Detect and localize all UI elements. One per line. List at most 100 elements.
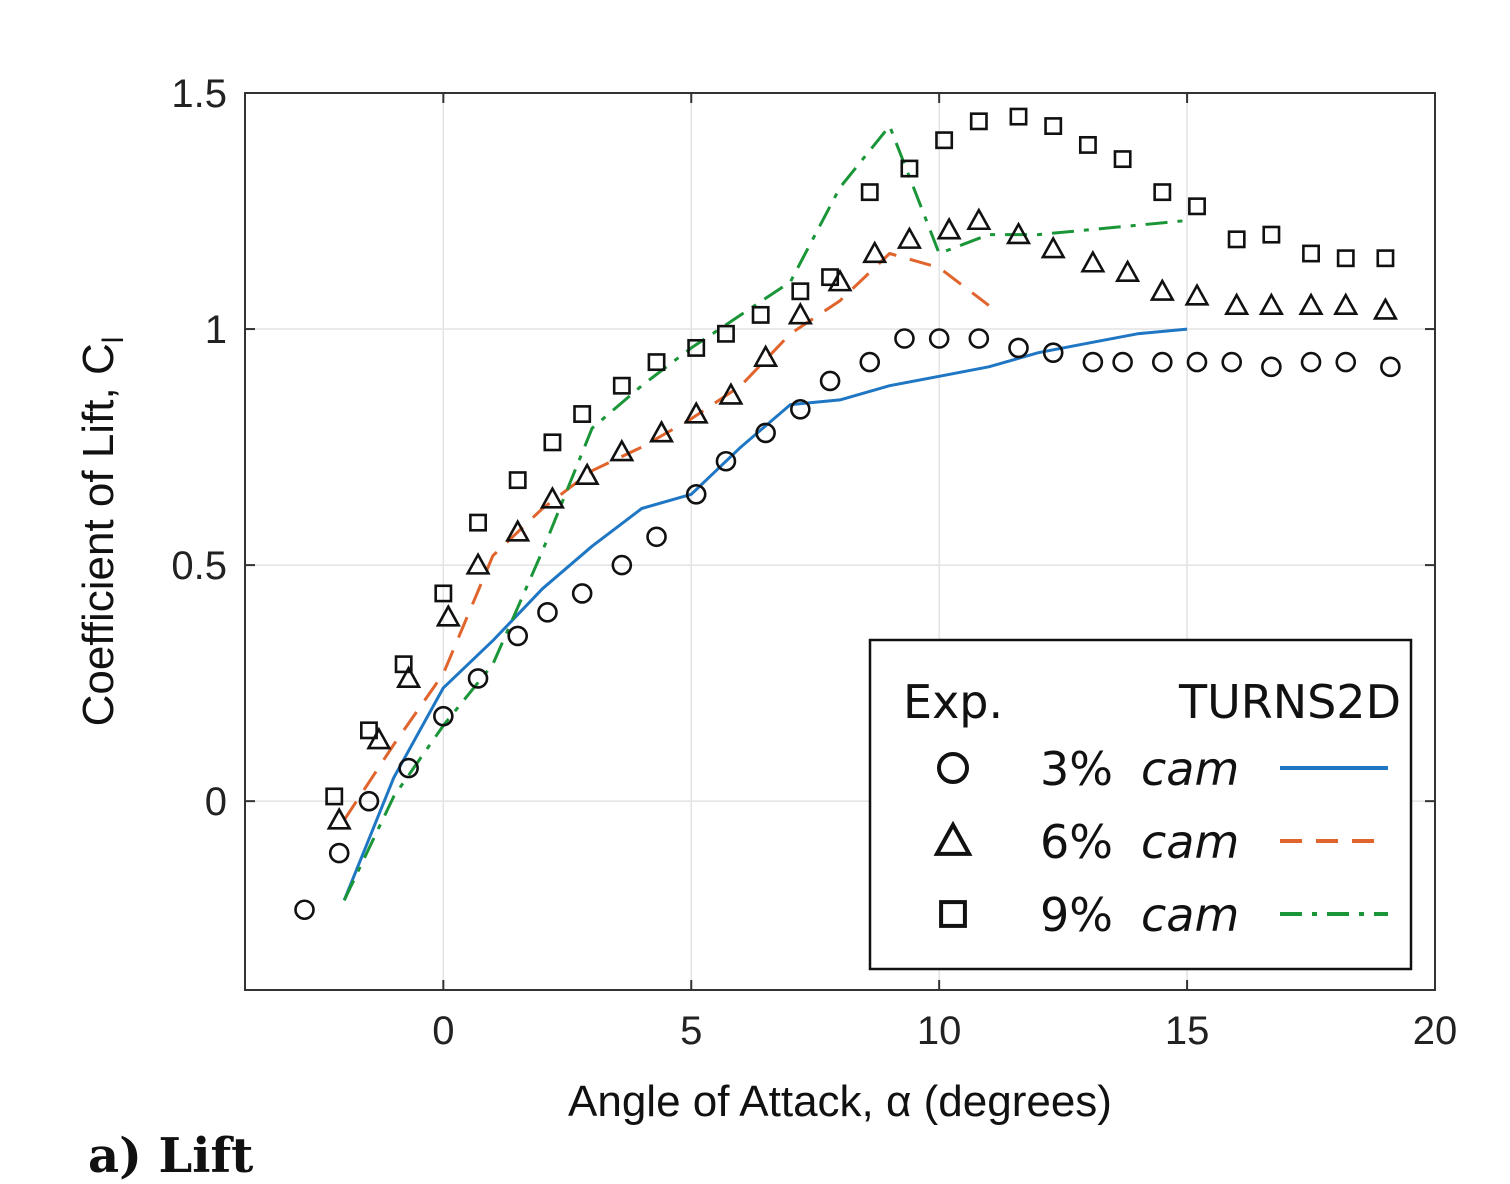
x-tick-label: 5 [680,1009,702,1053]
exp-point-square [573,405,592,423]
y-tick-label: 0 [205,780,227,824]
exp-point-triangle [1005,221,1032,245]
exp-point-square [647,353,666,372]
exp-point-square [1188,197,1206,216]
lift-chart: 0 5 10 15 20 0 0.5 1 1.5 Angle of Attack, α (deg… [74,72,1457,1126]
exp-point-triangle [465,552,491,575]
exp-point-triangle [609,438,635,462]
exp-point-square [1262,225,1281,244]
legend-entry-1: 3% cam [937,742,1388,796]
exp-point-square [1227,230,1246,249]
series-line-3 [342,124,1188,901]
exp-point-circle [328,842,350,864]
exp-point-circle [1082,351,1104,373]
exp-point-circle [894,328,915,349]
exp-point-circle [859,351,881,373]
exp-point-square [1336,249,1355,268]
legend-marker-circle [937,752,969,784]
exp-point-circle [398,757,419,779]
legend-exp-header: Exp. [903,675,1003,729]
exp-point-circle [685,483,707,505]
exp-point-circle [1151,351,1173,373]
exp-point-circle [537,602,558,623]
exp-point-circle [467,668,489,689]
exp-point-triangle [787,301,813,325]
exp-point-square [687,338,706,357]
exp-point-square [325,787,344,806]
exp-point-circle [715,450,737,472]
legend-label: 3% cam [1040,742,1239,796]
legend-entries: 3% cam 6% cam 9% cam [933,742,1388,942]
experimental-markers [294,107,1401,921]
exp-point-square [1044,117,1063,135]
exp-point-square [791,282,810,301]
y-tick-label: 1.5 [171,72,227,116]
axis-ticks: 0 5 10 15 20 0 0.5 1 1.5 [171,72,1457,1053]
exp-point-circle [1335,351,1357,373]
exp-point-square [751,305,770,324]
exp-point-triangle [1149,278,1175,301]
exp-point-triangle [1080,249,1106,273]
exp-point-triangle [966,207,992,231]
legend-label: 6% cam [1040,815,1239,869]
exp-point-square [1376,249,1395,268]
exp-point-triangle [574,462,600,485]
figure-caption: a) Lift [88,1128,254,1184]
x-tick-label: 20 [1413,1009,1458,1053]
exp-point-triangle [648,419,675,443]
exp-point-circle [611,554,633,576]
exp-point-triangle [896,226,922,249]
exp-point-triangle [326,807,352,830]
exp-point-circle [433,705,454,727]
exp-point-square [508,471,527,490]
exp-point-square [969,112,988,131]
exp-point-circle [819,370,841,392]
exp-point-triangle [1333,292,1359,316]
exp-point-circle [1112,351,1133,373]
exp-point-circle [1042,342,1064,363]
exp-point-circle [1186,351,1208,373]
legend-label-word: cam [1141,888,1239,942]
legend-sim-header: TURNS2D [1178,675,1401,729]
exp-point-square [1009,107,1028,126]
exp-point-triangle [683,401,709,424]
exp-point-square [434,584,453,603]
exp-point-triangle [1372,297,1398,320]
legend-label: 9% cam [1040,888,1239,942]
exp-point-circle [1008,337,1029,359]
exp-point-triangle [1184,282,1210,306]
exp-point-square [360,721,378,740]
legend-label-word: cam [1141,742,1239,796]
legend-label-pct: 3% [1040,742,1113,796]
exp-point-circle [928,328,950,349]
exp-point-triangle [718,382,744,405]
exp-point-circle [755,422,776,444]
legend-label-pct: 6% [1040,815,1113,869]
exp-point-square [1078,135,1097,154]
exp-point-circle [294,899,315,921]
exp-point-circle [358,790,380,812]
exp-point-square [469,513,487,532]
exp-point-triangle [1258,292,1284,316]
exp-point-square [900,159,919,178]
exp-point-circle [646,526,667,548]
exp-point-square [394,655,413,674]
exp-point-triangle [1298,292,1324,316]
exp-point-square [717,324,735,343]
exp-point-square [1153,183,1172,202]
legend-box [868,638,1413,971]
y-axis-label-main: Coefficient of Lift, C [74,343,123,726]
legend-marker-square [939,900,967,928]
exp-point-triangle [1115,259,1141,282]
legend-entry-2: 6% cam [933,815,1388,869]
exp-point-triangle [505,519,531,542]
exp-point-square [1113,150,1132,169]
exp-point-square [612,376,631,395]
plot-frame [244,92,1436,991]
legend-marker-triangle [933,820,973,856]
x-tick-label: 10 [917,1009,962,1053]
y-tick-label: 1 [205,308,227,352]
exp-point-triangle [435,604,461,627]
x-tick-label: 15 [1165,1009,1210,1053]
legend-entry-3: 9% cam [939,888,1388,942]
